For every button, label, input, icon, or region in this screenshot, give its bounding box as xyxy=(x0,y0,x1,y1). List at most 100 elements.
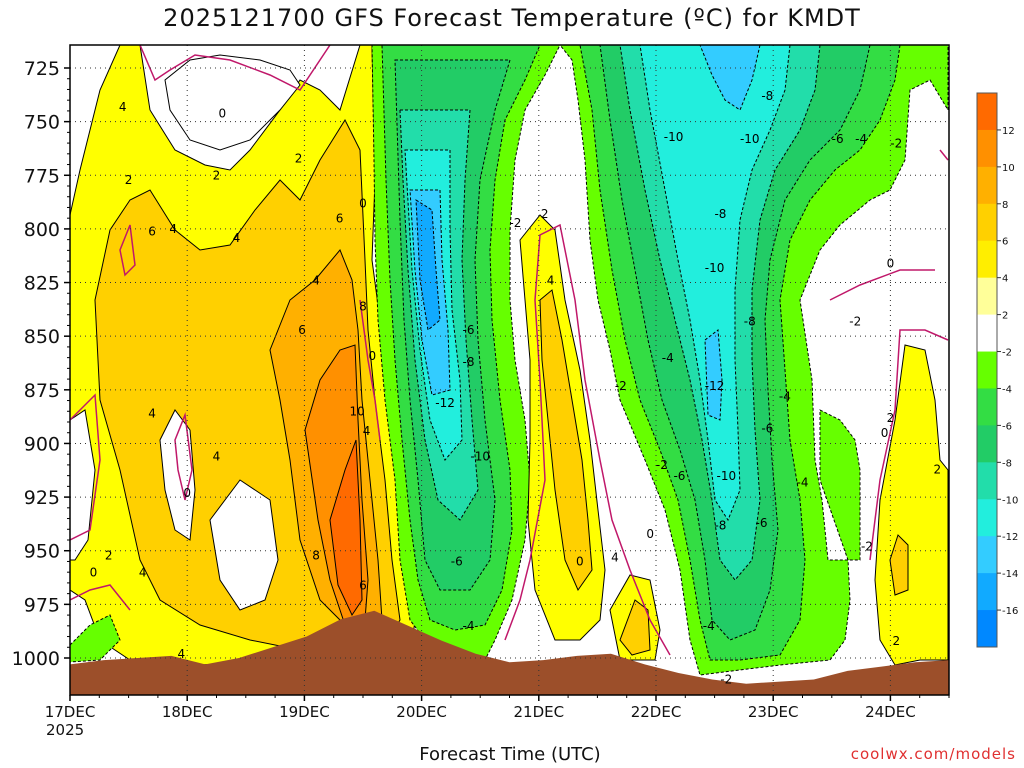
colorbar-swatch xyxy=(977,240,997,279)
contour-label: -2 xyxy=(890,136,902,150)
cold-sliver-west xyxy=(70,614,121,663)
y-tick-label-725: 725 xyxy=(24,58,60,80)
contour-label: -6 xyxy=(832,132,844,146)
contour-label: -2 xyxy=(615,379,627,393)
contour-label: -6 xyxy=(462,323,474,337)
white-gap-3 xyxy=(70,409,96,561)
colorbar-swatch xyxy=(977,93,997,131)
contour-label: 4 xyxy=(139,565,147,579)
x-tick-label-23DEC: 23DEC xyxy=(748,703,799,721)
contour-label: 8 xyxy=(359,299,367,313)
contour-label: -8 xyxy=(714,518,726,532)
contour-label: 8 xyxy=(312,548,320,562)
warm-patch-24dec-inner xyxy=(889,534,909,596)
colorbar-swatch xyxy=(977,388,997,426)
contour-label: -2 xyxy=(509,216,521,230)
plot-frame xyxy=(69,44,950,696)
colorbar-frame xyxy=(976,92,998,648)
colorbar-label: 4 xyxy=(1002,274,1008,285)
zero-isotherms xyxy=(70,45,949,656)
warm-tongue-4C xyxy=(539,289,593,592)
contour-label: -6 xyxy=(755,516,767,530)
contour-label: 4 xyxy=(233,231,241,245)
contour-label: 4 xyxy=(213,450,221,464)
contour-label: -4 xyxy=(462,619,474,633)
y-tick-label-750: 750 xyxy=(24,112,60,134)
contour-label: 6 xyxy=(359,578,367,592)
contour-label: 2 xyxy=(213,169,221,183)
credit-link[interactable]: coolwx.com/models xyxy=(850,745,1016,763)
white-gap-1 xyxy=(159,409,196,541)
x-tick-label-24DEC: 24DEC xyxy=(865,703,916,721)
colorbar-swatch xyxy=(977,610,997,648)
colorbar-label: 8 xyxy=(1002,200,1008,211)
y-axis-tick-labels: 725 750 775 800 825 850 875 900 925 950 975 1000 xyxy=(12,58,70,670)
x-tick-label-18DEC: 18DEC xyxy=(162,703,213,721)
colorbar-label: 10 xyxy=(1002,163,1015,174)
colorbar-swatch xyxy=(977,573,997,611)
contour-label: 2 xyxy=(125,173,133,187)
contour-label: 4 xyxy=(148,407,156,421)
x-tick-label-20DEC: 20DEC xyxy=(396,703,447,721)
contour-label: -8 xyxy=(714,207,726,221)
contour-label: 2 xyxy=(933,462,941,476)
white-gap-4 xyxy=(164,54,301,151)
contour-label: -8 xyxy=(462,355,474,369)
contour-label: -6 xyxy=(451,555,463,569)
contour-label: 0 xyxy=(881,426,889,440)
warm-patch-22dec-inner xyxy=(619,599,651,656)
y-tick-label-825: 825 xyxy=(24,273,60,295)
colorbar-swatch xyxy=(977,462,997,500)
colorbar-swatch xyxy=(977,351,997,389)
contour-label: -4 xyxy=(662,351,674,365)
white-gap-2 xyxy=(209,479,279,611)
colorbar-label: 12 xyxy=(1002,126,1015,137)
colorbar-label: -12 xyxy=(1002,532,1018,543)
contour-label: -8 xyxy=(744,314,756,328)
contour-label: -12 xyxy=(435,396,455,410)
colorbar-label: 2 xyxy=(1002,311,1008,322)
contour-label: -4 xyxy=(797,475,809,489)
contour-label: 0 xyxy=(183,486,191,500)
x-tick-label-17DEC: 17DEC xyxy=(45,703,96,721)
y-tick-label-975: 975 xyxy=(24,594,60,616)
colorbar-swatch xyxy=(977,129,997,168)
y-tick-label-850: 850 xyxy=(24,326,60,348)
colorbar-label: -4 xyxy=(1002,384,1012,395)
vertical-gridlines xyxy=(186,45,891,695)
contour-label: 4 xyxy=(611,550,619,564)
contour-label: -10 xyxy=(705,261,725,275)
contour-label: 2 xyxy=(541,207,549,221)
contour-label: 4 xyxy=(119,100,127,114)
chart-title: 2025121700 GFS Forecast Temperature (ºC)… xyxy=(163,4,861,32)
colorbar-label: -8 xyxy=(1002,458,1012,469)
contour-label: -2 xyxy=(861,540,873,554)
y-tick-label-900: 900 xyxy=(24,433,60,455)
colorbar-swatch xyxy=(977,203,997,242)
contour-label: 4 xyxy=(169,222,177,236)
contour-label: 2 xyxy=(887,411,895,425)
y-tick-label-950: 950 xyxy=(24,541,60,563)
contour-label: -6 xyxy=(761,422,773,436)
colorbar: 12 10 8 6 4 2 -2 -4 -6 -8 -10 -12 -14 -16 xyxy=(976,92,1018,648)
contour-label: 0 xyxy=(887,257,895,271)
contour-label: 4 xyxy=(547,274,555,288)
x-tick-label-19DEC: 19DEC xyxy=(279,703,330,721)
cold-region-minus14C xyxy=(415,199,441,331)
y-tick-label-925: 925 xyxy=(24,487,60,509)
colorbar-label: -6 xyxy=(1002,421,1012,432)
contour-label: 2 xyxy=(295,151,303,165)
y-tick-label-800: 800 xyxy=(24,219,60,241)
y-tick-label-1000: 1000 xyxy=(12,648,60,670)
contour-label: 0 xyxy=(90,565,98,579)
colorbar-label: -10 xyxy=(1002,495,1018,506)
contour-label: -10 xyxy=(740,132,760,146)
contour-label: 0 xyxy=(646,527,654,541)
contour-label: 2 xyxy=(892,634,900,648)
contour-label: -8 xyxy=(761,89,773,103)
contour-label: 4 xyxy=(178,647,186,661)
colorbar-label: 6 xyxy=(1002,237,1008,248)
contour-label: -4 xyxy=(855,132,867,146)
terrain-ground xyxy=(70,610,949,695)
